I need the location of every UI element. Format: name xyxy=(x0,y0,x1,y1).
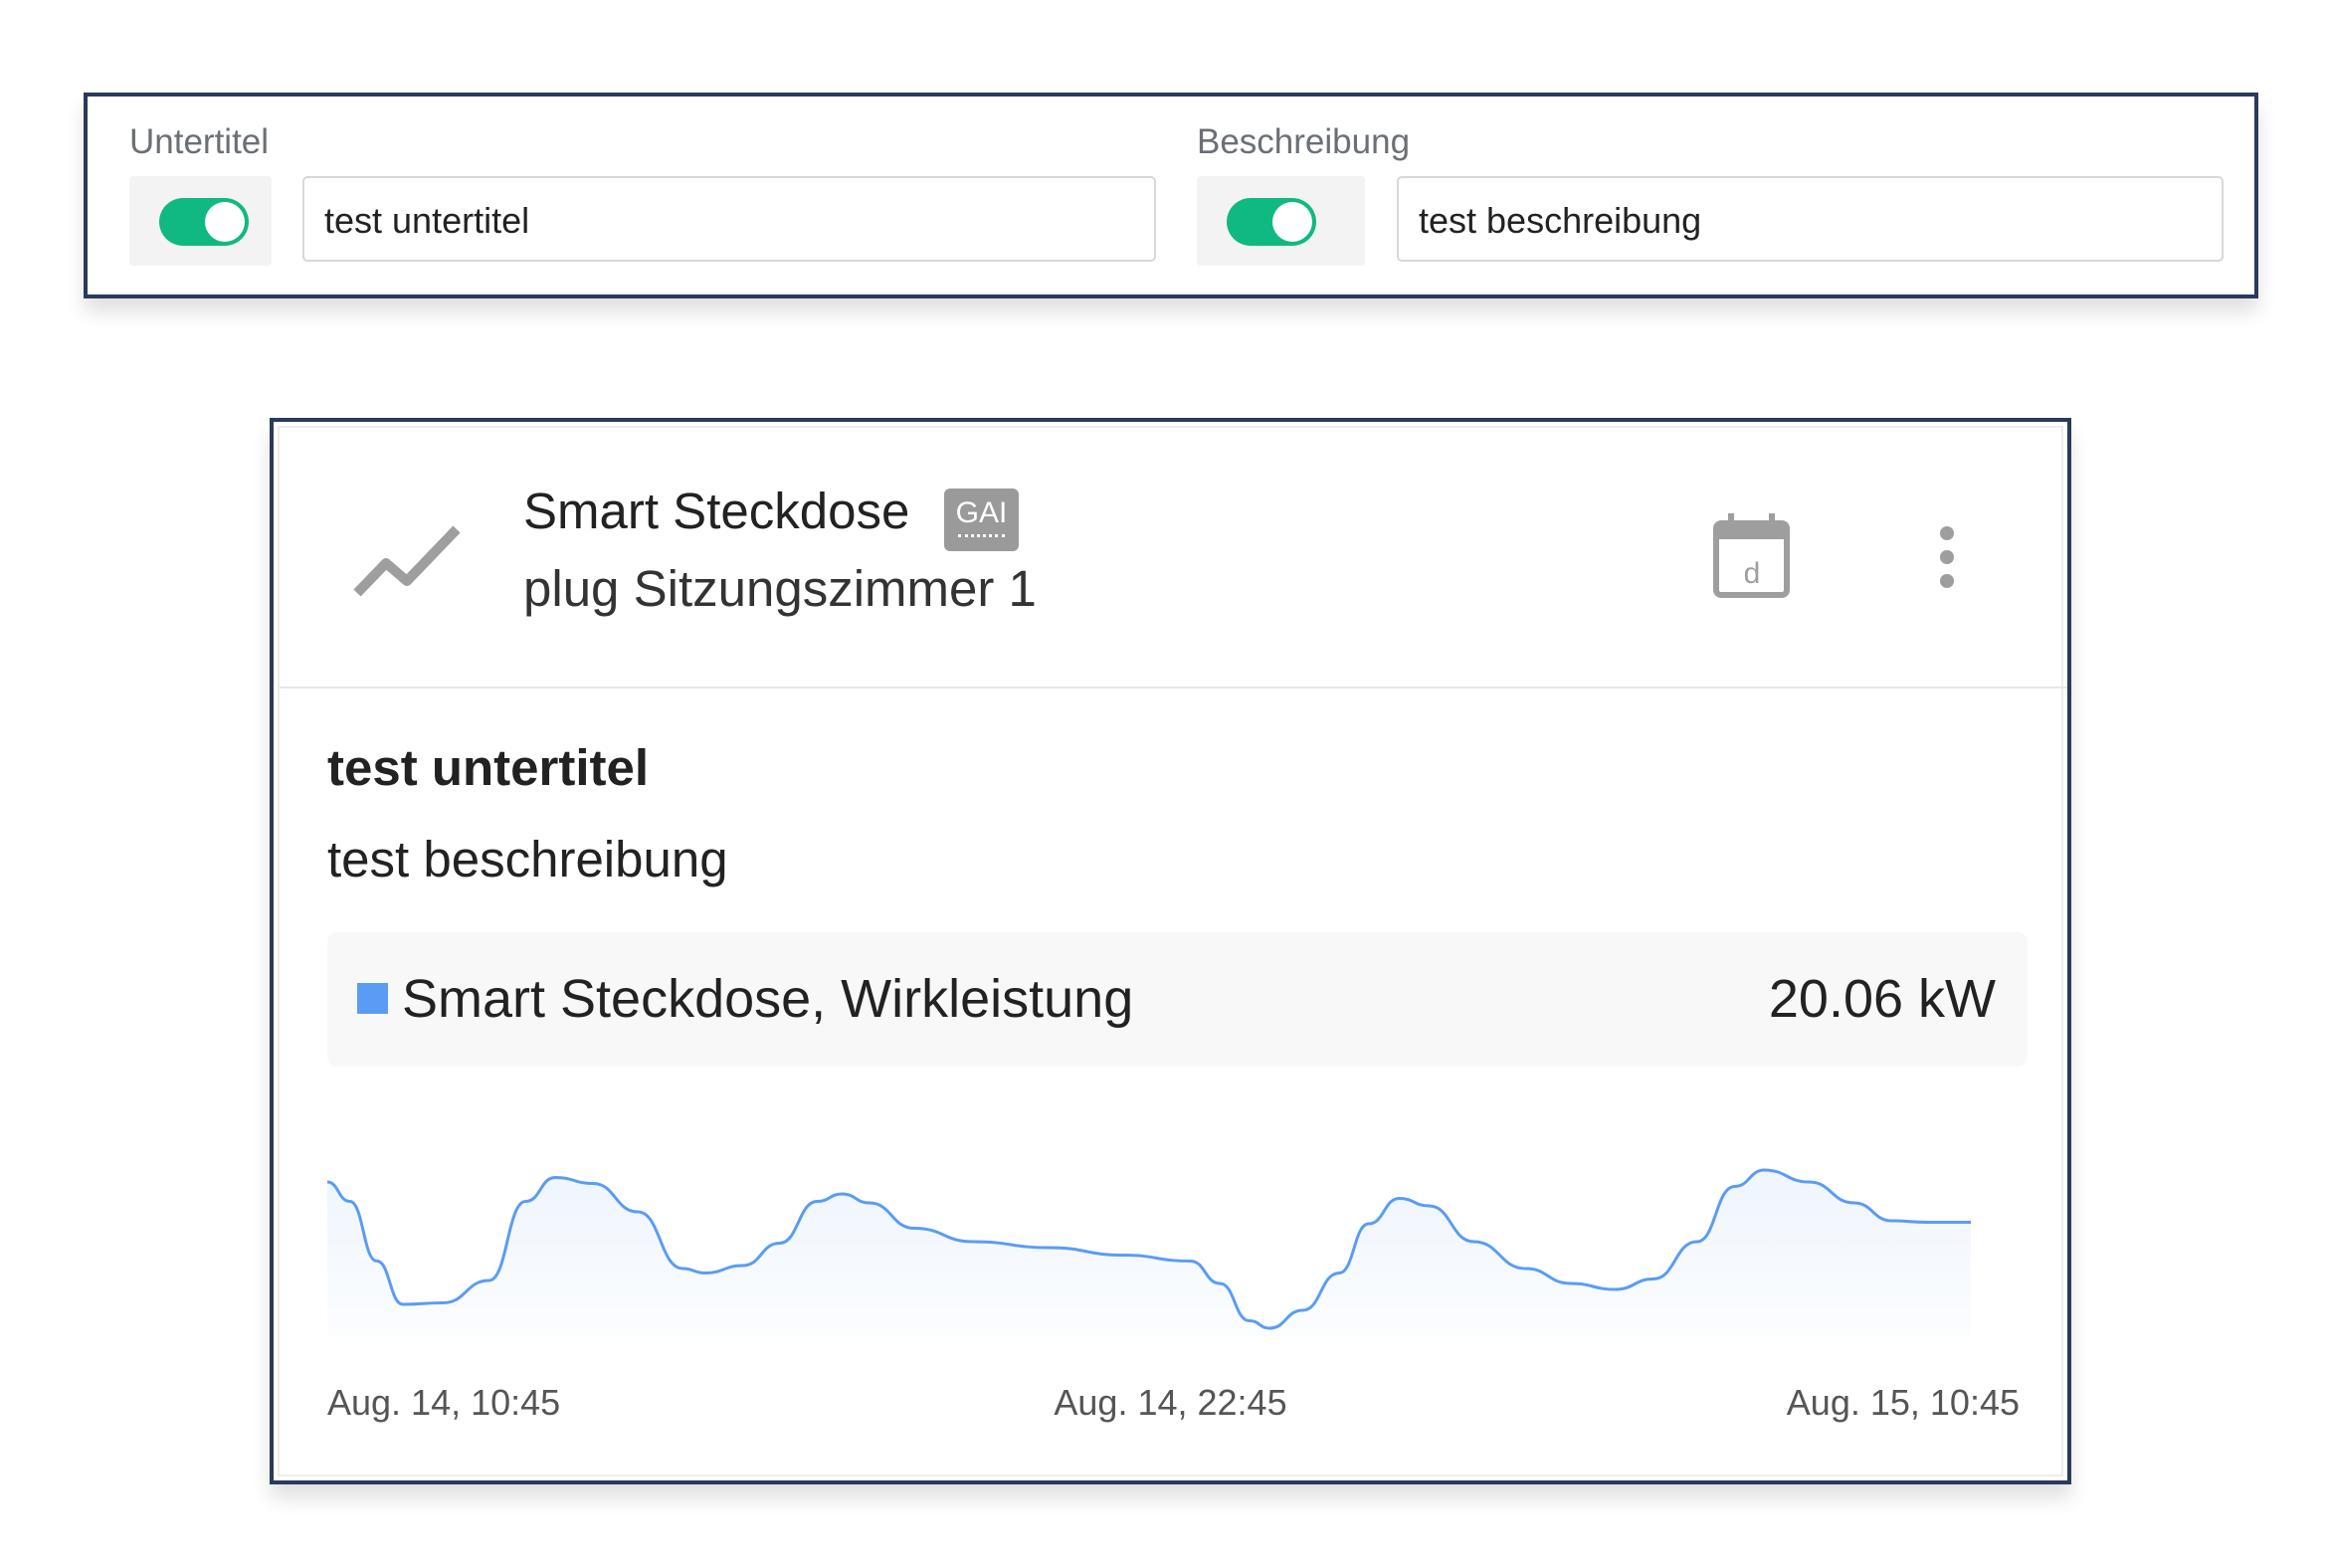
legend-row[interactable]: Smart Steckdose, Wirkleistung 20.06 kW xyxy=(327,932,2028,1067)
calendar-icon[interactable]: d xyxy=(1713,513,1790,598)
body-subtitle: test untertitel xyxy=(327,739,650,796)
legend-label: Smart Steckdose, Wirkleistung xyxy=(402,969,1134,1029)
series-area xyxy=(327,1170,1972,1337)
more-menu-icon[interactable] xyxy=(1940,526,1954,588)
trend-line-icon xyxy=(353,525,461,597)
card-title: Smart Steckdose xyxy=(523,483,910,539)
subtitle-toggle[interactable] xyxy=(159,198,249,246)
description-toggle-group xyxy=(1197,176,1365,266)
description-label: Beschreibung xyxy=(1197,122,1411,161)
subtitle-toggle-group xyxy=(129,176,272,266)
subtitle-label: Untertitel xyxy=(129,122,270,161)
description-input[interactable]: test beschreibung xyxy=(1397,176,2224,262)
x-tick-label: Aug. 14, 10:45 xyxy=(327,1382,561,1423)
legend-color-swatch xyxy=(357,983,388,1014)
chart-card: d Smart Steckdose GAI plug Sitzungszimme… xyxy=(270,418,2071,1484)
header-divider xyxy=(280,686,2067,688)
card-subtitle: plug Sitzungszimmer 1 xyxy=(523,560,1037,617)
toggle-knob xyxy=(205,202,245,242)
calendar-letter: d xyxy=(1744,557,1761,590)
body-description: test beschreibung xyxy=(327,831,728,887)
x-tick-label: Aug. 14, 22:45 xyxy=(1054,1382,1287,1423)
legend-value: 20.06 kW xyxy=(1768,969,1996,1029)
card-inner xyxy=(278,426,2063,1476)
description-toggle[interactable] xyxy=(1227,198,1316,246)
series-line[interactable] xyxy=(326,1168,1972,1330)
chart-svg: d xyxy=(326,513,1972,1337)
gai-badge: GAI xyxy=(944,489,1019,551)
x-tick-label: Aug. 15, 10:45 xyxy=(1786,1382,2020,1423)
subtitle-input[interactable]: test untertitel xyxy=(302,176,1156,262)
toggle-knob xyxy=(1272,202,1312,242)
visibility-settings-panel: Untertitel test untertitel Beschreibung … xyxy=(84,93,2258,298)
